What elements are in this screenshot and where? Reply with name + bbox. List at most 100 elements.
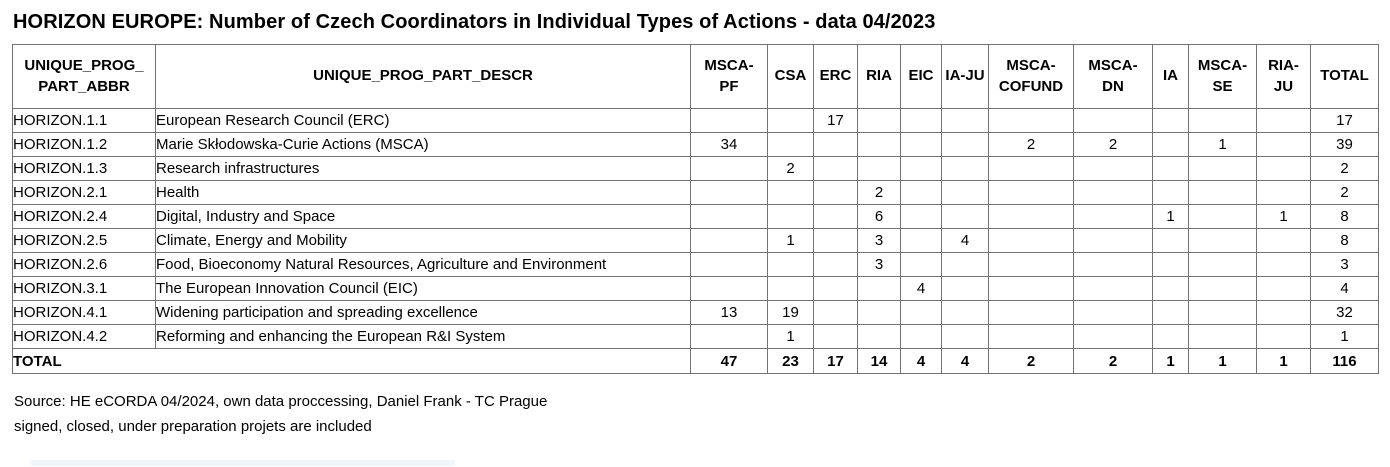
count-cell: 2 (767, 156, 814, 181)
program-descr: Research infrastructures (155, 156, 691, 181)
count-cell (1152, 156, 1189, 181)
total-row: TOTAL 47 23 17 14 4 4 2 2 1 1 1 116 (12, 348, 1379, 374)
table-row: HORIZON.2.6 Food, Bioeconomy Natural Reso… (12, 252, 1379, 277)
count-cell: 19 (767, 300, 814, 325)
table-row: HORIZON.3.1 The European Innovation Counc… (12, 276, 1379, 301)
count-cell (900, 204, 942, 229)
program-descr: Food, Bioeconomy Natural Resources, Agri… (155, 252, 691, 277)
column-total-cell: 2 (1073, 348, 1153, 374)
count-cell (1073, 204, 1153, 229)
table-row: HORIZON.1.3 Research infrastructures 2 2 (12, 156, 1379, 181)
count-cell (857, 276, 901, 301)
column-header: UNIQUE_PROG_PART_DESCR (155, 44, 691, 109)
column-total-cell: 1 (1152, 348, 1189, 374)
count-cell (1256, 156, 1311, 181)
column-header: TOTAL (1310, 44, 1379, 109)
count-cell (1256, 300, 1311, 325)
count-cell (1073, 180, 1153, 205)
count-cell (690, 204, 768, 229)
grand-total-cell: 116 (1310, 348, 1379, 374)
count-cell (690, 252, 768, 277)
count-cell (900, 132, 942, 157)
count-cell (857, 108, 901, 133)
count-cell (1188, 108, 1257, 133)
count-cell (1073, 156, 1153, 181)
count-cell (1152, 276, 1189, 301)
count-cell (813, 204, 858, 229)
bottom-strip (30, 460, 455, 466)
count-cell (1073, 300, 1153, 325)
count-cell (941, 156, 989, 181)
count-cell: 1 (1152, 204, 1189, 229)
count-cell (1152, 324, 1189, 349)
program-descr: Reforming and enhancing the European R&I… (155, 324, 691, 349)
count-cell: 6 (857, 204, 901, 229)
count-cell (988, 252, 1074, 277)
count-cell (988, 180, 1074, 205)
column-header: IA-JU (941, 44, 989, 109)
table-row: HORIZON.1.1 European Research Council (ER… (12, 108, 1379, 133)
count-cell (900, 228, 942, 253)
count-cell (1152, 132, 1189, 157)
count-cell (813, 228, 858, 253)
count-cell: 17 (813, 108, 858, 133)
count-cell (1188, 252, 1257, 277)
table-row: HORIZON.4.1 Widening participation and sp… (12, 300, 1379, 325)
program-descr: Marie Skłodowska-Curie Actions (MSCA) (155, 132, 691, 157)
count-cell (690, 180, 768, 205)
count-cell (1152, 180, 1189, 205)
table-row: HORIZON.1.2 Marie Skłodowska-Curie Action… (12, 132, 1379, 157)
row-total-cell: 39 (1310, 132, 1379, 157)
column-total-cell: 1 (1188, 348, 1257, 374)
count-cell (1256, 324, 1311, 349)
program-descr: Digital, Industry and Space (155, 204, 691, 229)
count-cell (900, 108, 942, 133)
inclusion-note: signed, closed, under preparation projet… (14, 418, 372, 435)
program-abbr: HORIZON.1.2 (12, 132, 156, 157)
column-total-cell: 47 (690, 348, 768, 374)
row-total-cell: 8 (1310, 228, 1379, 253)
count-cell (1188, 204, 1257, 229)
column-total-cell: 4 (941, 348, 989, 374)
count-cell (988, 228, 1074, 253)
row-total-cell: 8 (1310, 204, 1379, 229)
count-cell (1256, 228, 1311, 253)
count-cell (813, 276, 858, 301)
program-abbr: HORIZON.3.1 (12, 276, 156, 301)
table-row: HORIZON.2.5 Climate, Energy and Mobility 1… (12, 228, 1379, 253)
count-cell: 2 (1073, 132, 1153, 157)
count-cell (690, 108, 768, 133)
column-header: CSA (767, 44, 814, 109)
row-total-cell: 2 (1310, 180, 1379, 205)
program-descr: Health (155, 180, 691, 205)
count-cell (690, 324, 768, 349)
count-cell: 4 (900, 276, 942, 301)
column-total-cell: 1 (1256, 348, 1311, 374)
count-cell (900, 252, 942, 277)
column-total-cell: 2 (988, 348, 1074, 374)
count-cell (988, 108, 1074, 133)
count-cell (941, 132, 989, 157)
program-abbr: HORIZON.1.1 (12, 108, 156, 133)
count-cell: 2 (988, 132, 1074, 157)
table-row: HORIZON.4.2 Reforming and enhancing the E… (12, 324, 1379, 349)
count-cell (988, 324, 1074, 349)
column-header: RIA (857, 44, 901, 109)
count-cell (1073, 276, 1153, 301)
count-cell: 3 (857, 252, 901, 277)
column-header: MSCA- SE (1188, 44, 1257, 109)
count-cell: 34 (690, 132, 768, 157)
count-cell (690, 276, 768, 301)
column-header: EIC (900, 44, 942, 109)
count-cell (813, 180, 858, 205)
row-total-cell: 1 (1310, 324, 1379, 349)
count-cell (1256, 252, 1311, 277)
count-cell (813, 324, 858, 349)
count-cell (1256, 108, 1311, 133)
count-cell: 1 (1188, 132, 1257, 157)
count-cell (1188, 180, 1257, 205)
program-descr: The European Innovation Council (EIC) (155, 276, 691, 301)
count-cell (813, 300, 858, 325)
column-header: UNIQUE_PROG_ PART_ABBR (12, 44, 156, 109)
column-total-cell: 23 (767, 348, 814, 374)
